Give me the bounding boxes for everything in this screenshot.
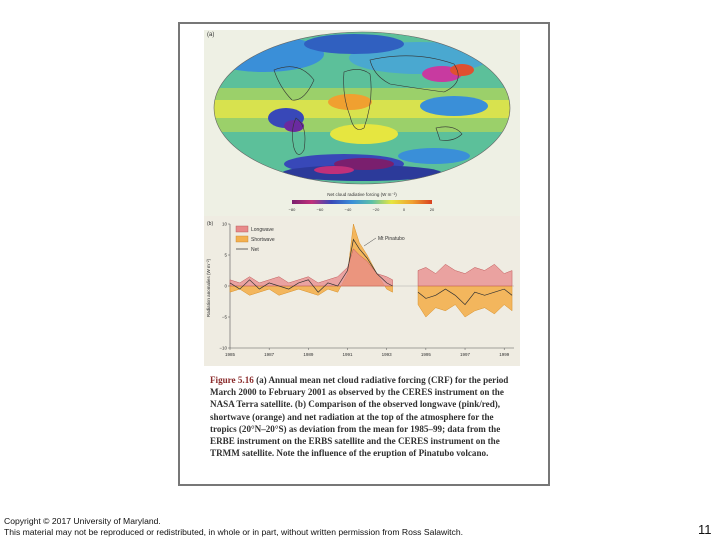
- series-area-longwave: [229, 248, 393, 287]
- colorbar-tick: 0: [403, 207, 406, 212]
- page-number: 11: [698, 522, 712, 537]
- y-tick-label: −10: [219, 346, 227, 351]
- figure-frame: Net cloud radiative forcing (W m⁻²) −80 …: [178, 22, 550, 486]
- copyright-notice: Copyright © 2017 University of Maryland.…: [4, 516, 463, 538]
- legend-swatch-shortwave: [235, 235, 249, 243]
- map-outline: [213, 31, 511, 185]
- legend-label-net: Net: [251, 247, 259, 253]
- y-tick-label: 10: [222, 222, 228, 227]
- annotation-pinatubo: Mt Pinatubo: [378, 236, 405, 242]
- legend-label-longwave: Longwave: [251, 227, 274, 233]
- caption-label: Figure 5.16: [210, 375, 254, 385]
- x-tick-label: 1993: [382, 352, 393, 357]
- x-tick-label: 1995: [421, 352, 432, 357]
- x-tick-label: 1997: [460, 352, 471, 357]
- copyright-line-1: Copyright © 2017 University of Maryland.: [4, 516, 161, 526]
- panel-a-tag: (a): [207, 32, 215, 38]
- series-line-net: [229, 238, 393, 293]
- cloud-forcing-map: Net cloud radiative forcing (W m⁻²) −80 …: [213, 31, 511, 212]
- x-tick-label: 1985: [225, 352, 236, 357]
- y-tick-label: 5: [224, 253, 227, 258]
- colorbar-ticks: −80 −60 −40 −20 0 20: [289, 207, 435, 212]
- x-tick-label: 1987: [264, 352, 275, 357]
- legend-label-shortwave: Shortwave: [251, 237, 275, 243]
- legend: Longwave Shortwave Net: [235, 225, 275, 253]
- legend-swatch-longwave: [235, 225, 249, 233]
- x-tick-label: 1991: [343, 352, 354, 357]
- series-area-shortwave: [417, 285, 513, 318]
- colorbar-title: Net cloud radiative forcing (W m⁻²): [327, 192, 397, 197]
- colorbar-tick: −80: [289, 207, 297, 212]
- radiation-anomaly-chart: (b) Radiation anomalies (W m⁻²) 10 5 0 −5 −1…: [206, 221, 514, 357]
- caption-text: (a) Annual mean net cloud radiative forc…: [210, 375, 509, 459]
- colorbar-tick: −20: [373, 207, 381, 212]
- chart-panel: (b) Radiation anomalies (W m⁻²) 10 5 0 −5 −1…: [204, 216, 520, 366]
- annotation-leader: [363, 237, 377, 247]
- x-tick-label: 1989: [303, 352, 314, 357]
- colorbar-tick: 20: [430, 207, 435, 212]
- colorbar-tick: −40: [345, 207, 353, 212]
- x-tick-label: 1999: [499, 352, 510, 357]
- map-panel: Net cloud radiative forcing (W m⁻²) −80 …: [204, 30, 520, 216]
- map-field: [214, 32, 510, 184]
- figure-caption: Figure 5.16 (a) Annual mean net cloud ra…: [210, 374, 522, 459]
- panel-b-tag: (b): [207, 221, 213, 227]
- colorbar-tick: −60: [317, 207, 325, 212]
- y-tick-label: −5: [222, 315, 228, 320]
- copyright-line-2: This material may not be reproduced or r…: [4, 527, 464, 537]
- y-axis-label: Radiation anomalies (W m⁻²): [206, 258, 211, 317]
- colorbar: [292, 200, 432, 204]
- series-line-net: [417, 288, 513, 306]
- y-tick-label: 0: [224, 284, 227, 289]
- series-area-longwave: [417, 263, 513, 287]
